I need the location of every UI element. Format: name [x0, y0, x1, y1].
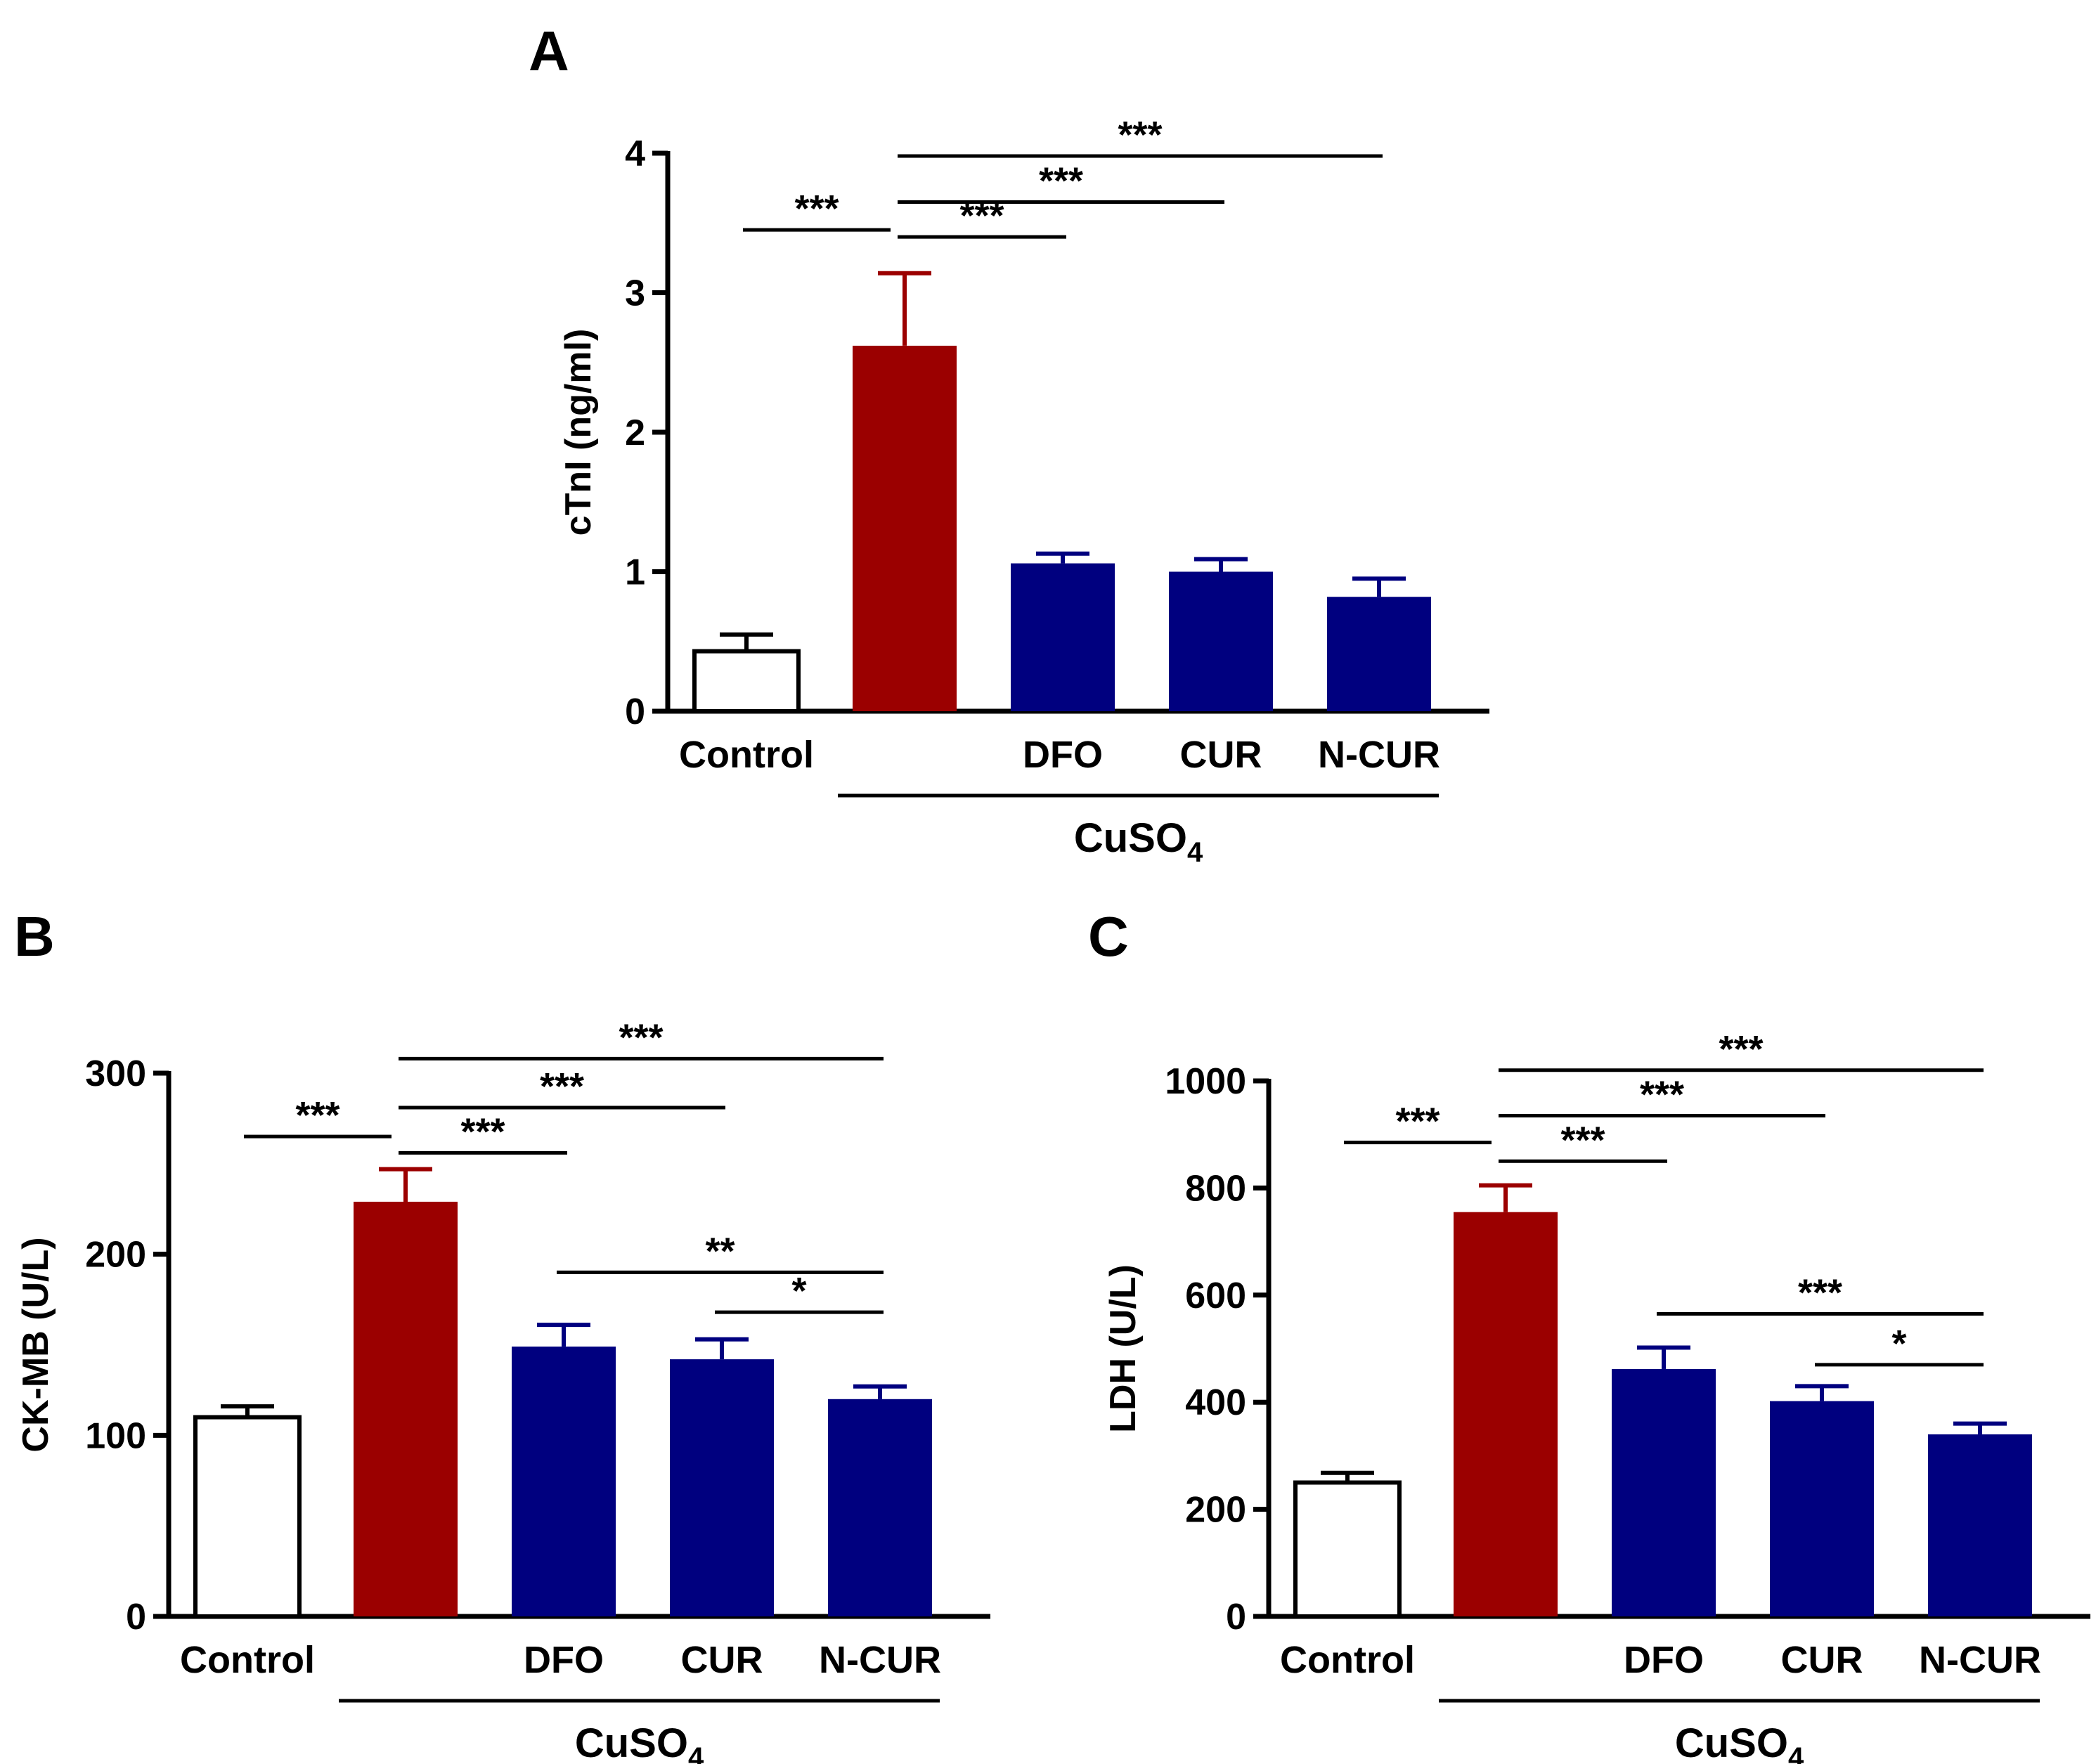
y-tick-label: 2 — [625, 413, 645, 453]
y-tick-label: 800 — [1185, 1168, 1246, 1209]
bar — [853, 345, 957, 711]
y-tick-label: 200 — [85, 1235, 146, 1276]
significance-label: *** — [460, 1110, 505, 1153]
category-label: N-CUR — [819, 1639, 941, 1681]
category-label: Control — [1280, 1639, 1415, 1681]
y-tick-label: 0 — [1226, 1597, 1246, 1637]
significance-label: *** — [295, 1094, 339, 1136]
category-label: Control — [679, 734, 814, 776]
bar — [354, 1201, 458, 1616]
significance-label: * — [791, 1270, 806, 1312]
y-axis-title: cTnI (ng/ml) — [558, 329, 599, 536]
panel-letter: A — [529, 20, 569, 82]
group-label-subscript: 4 — [1788, 1742, 1804, 1764]
bar — [1327, 597, 1431, 711]
bar — [1928, 1434, 2032, 1616]
y-tick-label: 400 — [1185, 1382, 1246, 1423]
y-tick-label: 0 — [625, 692, 645, 732]
panel-letter: C — [1088, 905, 1129, 968]
significance-label: *** — [1798, 1271, 1842, 1314]
group-label-subscript: 4 — [1187, 837, 1203, 868]
y-axis-title: LDH (U/L) — [1103, 1264, 1144, 1433]
bar — [692, 649, 801, 714]
significance-label: *** — [1118, 114, 1162, 156]
bar — [1293, 1480, 1402, 1619]
group-label: CuSO4 — [1074, 815, 1203, 868]
y-tick-label: 4 — [625, 134, 645, 174]
category-label: CUR — [681, 1639, 763, 1681]
significance-label: ** — [705, 1230, 735, 1272]
bar — [512, 1347, 616, 1616]
group-label: CuSO4 — [575, 1720, 704, 1764]
significance-label: *** — [619, 1016, 663, 1058]
panel-letter: B — [14, 905, 55, 968]
bar — [1011, 563, 1115, 711]
panel-c: C 0 200 400 600 800 1000 LDH (U/L) Control DFO CUR… — [1088, 905, 2090, 1764]
y-tick-label: 3 — [625, 273, 645, 314]
bar — [1770, 1401, 1874, 1616]
significance-label: *** — [1039, 160, 1083, 202]
y-axis-title: CK-MB (U/L) — [15, 1237, 56, 1452]
y-tick-label: 600 — [1185, 1276, 1246, 1316]
category-label: CUR — [1180, 734, 1262, 776]
panel-b: B 0 100 200 300 CK-MB (U/L) Control DFO CUR N-CUR… — [14, 905, 990, 1764]
category-label: DFO — [1624, 1639, 1704, 1681]
category-label: N-CUR — [1919, 1639, 2041, 1681]
y-tick-label: 200 — [1185, 1490, 1246, 1531]
bar — [193, 1415, 302, 1619]
category-label: Control — [180, 1639, 315, 1681]
significance-label: *** — [1719, 1028, 1763, 1070]
y-tick-label: 0 — [126, 1597, 146, 1637]
bar — [1454, 1212, 1558, 1616]
category-label: CUR — [1781, 1639, 1863, 1681]
y-tick-label: 1 — [625, 552, 645, 593]
significance-label: *** — [1395, 1101, 1440, 1143]
significance-label: *** — [540, 1065, 584, 1108]
y-tick-label: 1000 — [1165, 1061, 1246, 1102]
group-label: CuSO4 — [1675, 1720, 1804, 1764]
bar — [670, 1359, 774, 1616]
category-label: DFO — [1023, 734, 1103, 776]
y-tick-label: 100 — [85, 1415, 146, 1456]
panel-a: A 0 1 2 3 4 cTnI (ng/ml) Control DFO CUR N-CUR CuSO… — [529, 20, 1489, 868]
bar — [1169, 571, 1273, 711]
significance-label: *** — [1560, 1119, 1605, 1161]
bar — [1612, 1368, 1716, 1616]
significance-label: *** — [1640, 1074, 1684, 1116]
category-label: DFO — [524, 1639, 604, 1681]
significance-label: *** — [794, 188, 839, 230]
significance-label: * — [1891, 1323, 1906, 1365]
y-tick-label: 300 — [85, 1053, 146, 1094]
group-label-subscript: 4 — [688, 1742, 704, 1764]
bar — [828, 1399, 932, 1616]
category-label: N-CUR — [1318, 734, 1440, 776]
